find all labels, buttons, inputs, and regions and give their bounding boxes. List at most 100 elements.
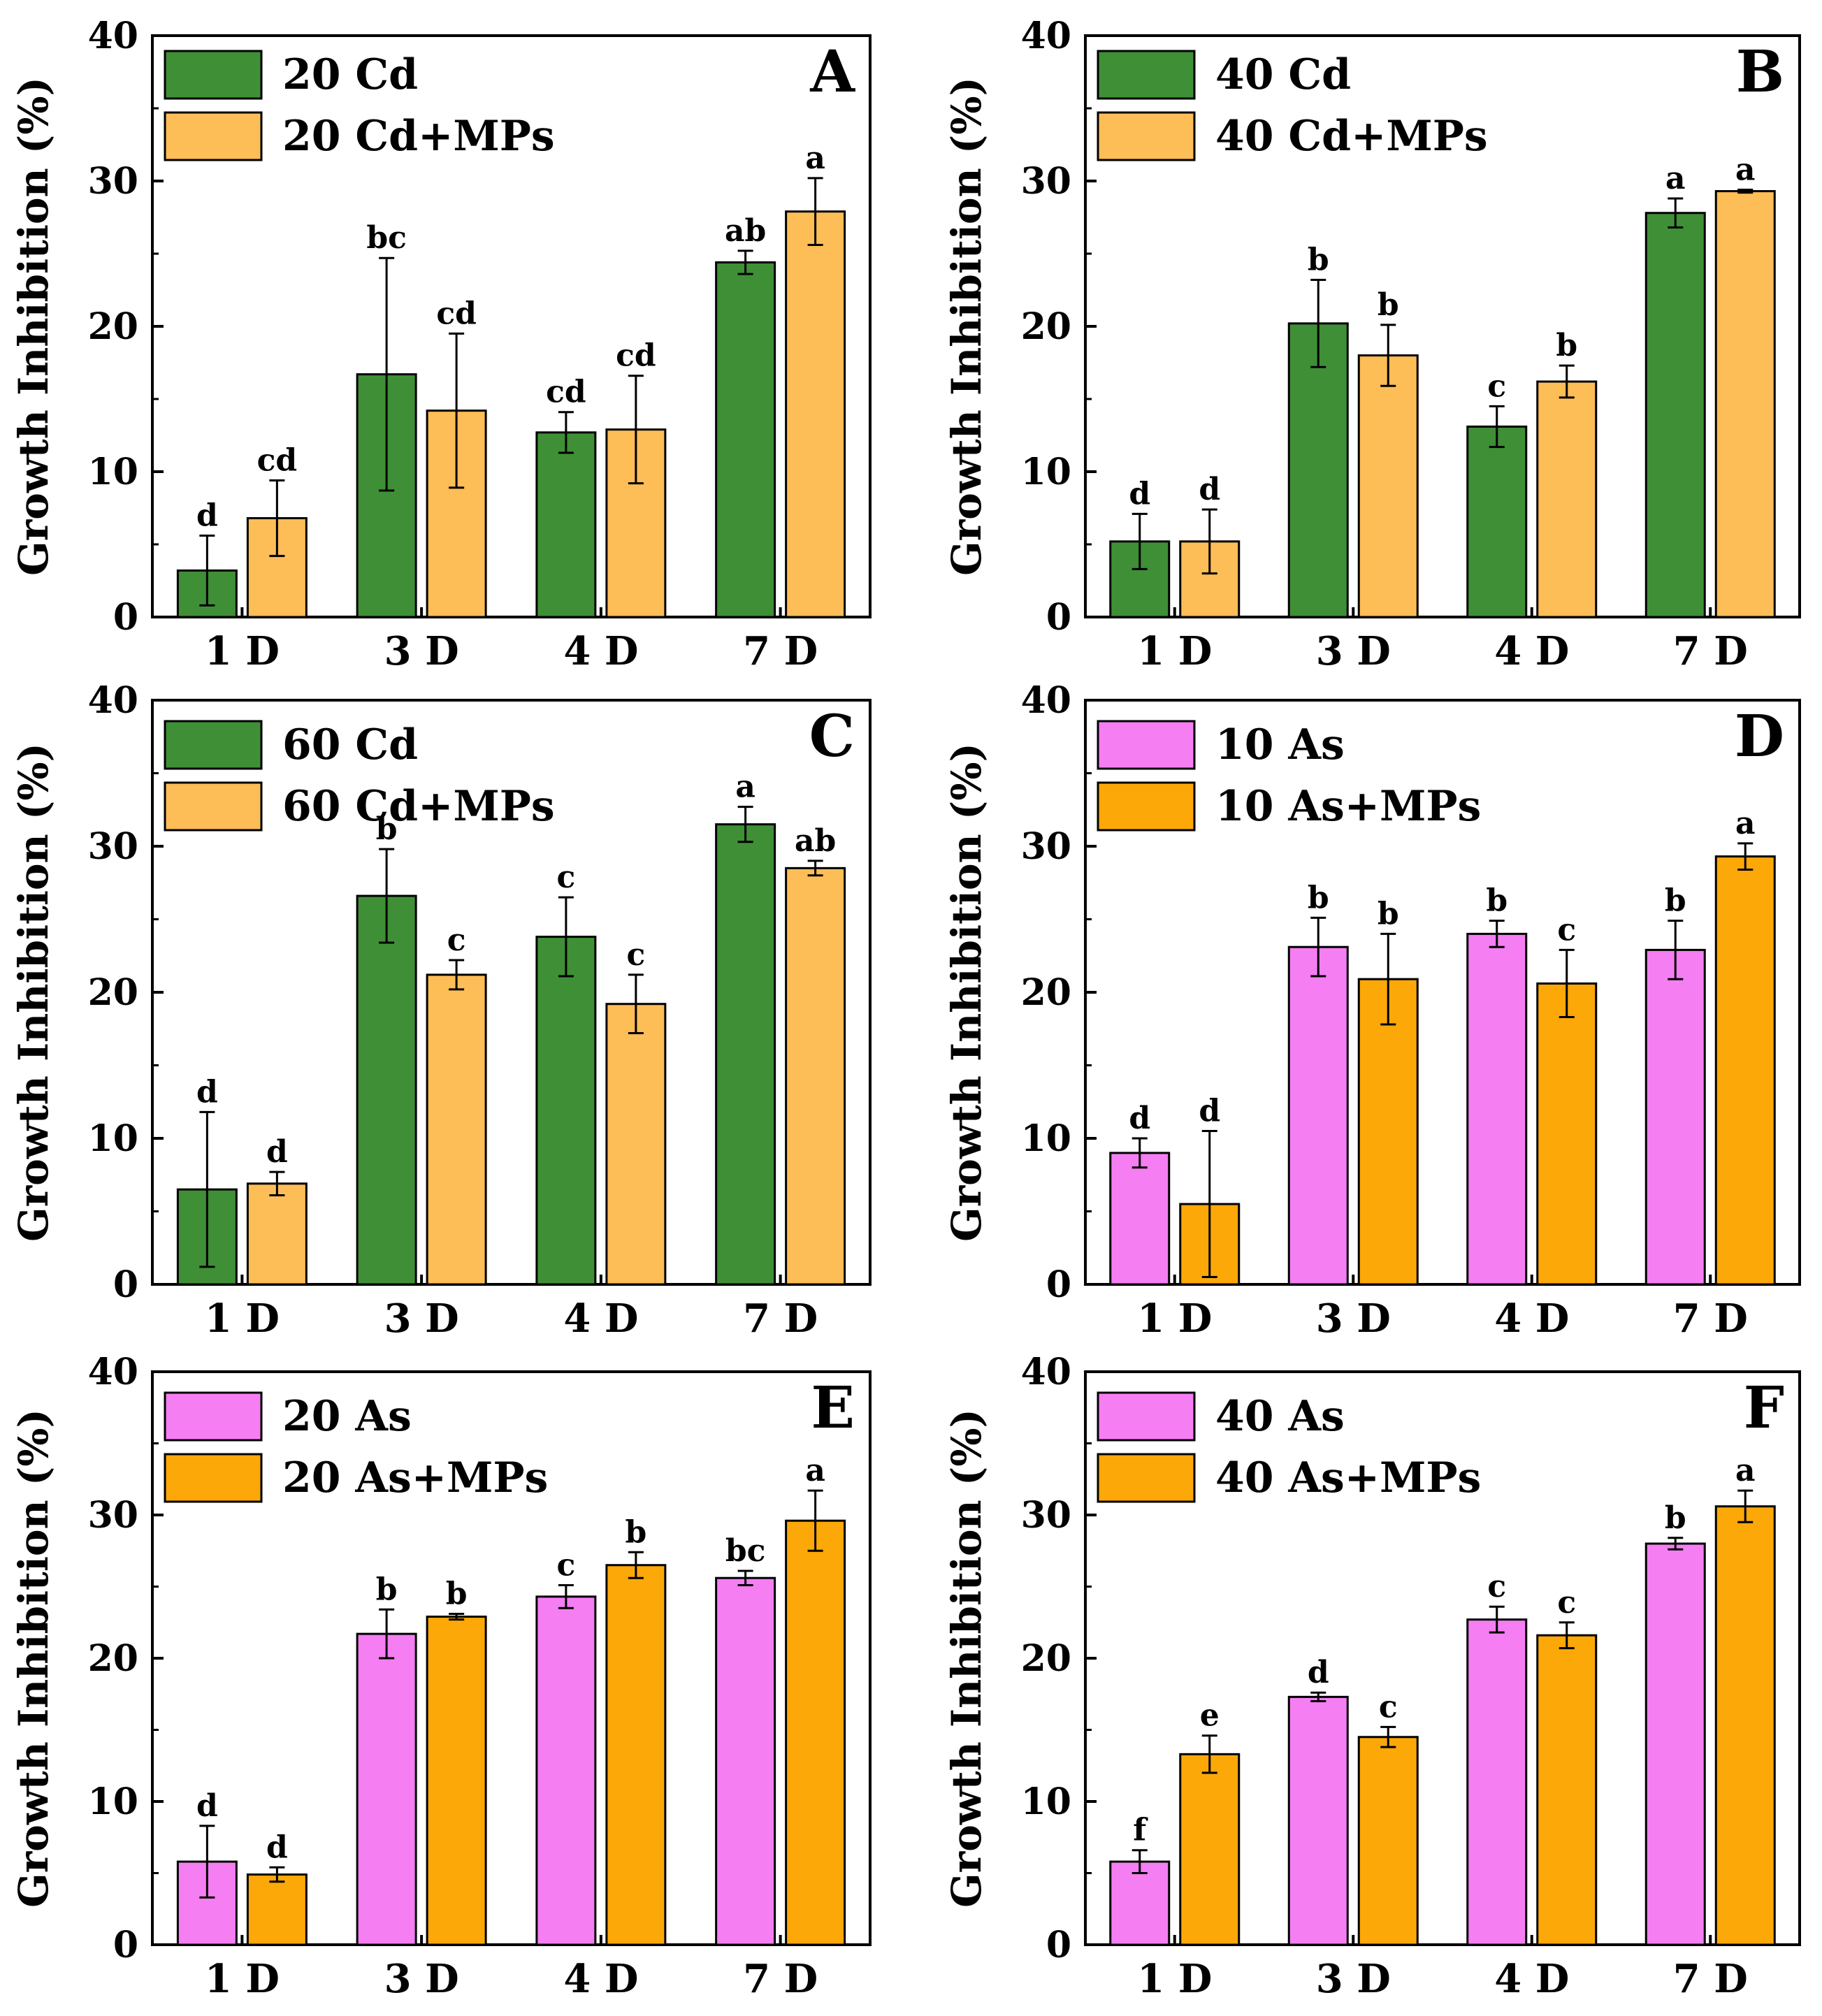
bar xyxy=(1287,1695,1349,1946)
significance-letter: d xyxy=(1129,1101,1150,1136)
significance-letter: b xyxy=(625,1514,646,1550)
significance-letter: b xyxy=(1378,287,1399,323)
y-tick-label: 20 xyxy=(88,1637,138,1680)
legend-label: 40 Cd+MPs xyxy=(1215,112,1488,161)
significance-letter: c xyxy=(556,860,575,895)
bar xyxy=(785,866,846,1286)
x-tick-label: 7 D xyxy=(1673,1956,1748,2002)
legend-swatch xyxy=(1097,781,1196,832)
significance-letter: d xyxy=(1199,472,1220,507)
legend-label: 40 As xyxy=(1215,1392,1345,1441)
bar xyxy=(1644,948,1706,1286)
y-tick-label: 40 xyxy=(88,1351,138,1393)
bar xyxy=(715,1576,776,1946)
bar xyxy=(1536,1634,1598,1946)
significance-letter: c xyxy=(1379,1689,1398,1725)
legend-label: 60 Cd xyxy=(282,720,418,769)
legend-swatch xyxy=(1097,111,1196,161)
bar xyxy=(1179,1753,1241,1946)
significance-letter: b xyxy=(1665,883,1686,919)
legend-swatch xyxy=(164,1453,263,1503)
y-tick-label: 40 xyxy=(88,15,138,57)
y-tick-label: 40 xyxy=(1021,15,1071,57)
y-tick-label: 10 xyxy=(1021,451,1071,493)
legend-label: 10 As xyxy=(1215,720,1345,769)
y-tick-label: 20 xyxy=(1021,1637,1071,1680)
bar xyxy=(1466,1618,1528,1946)
bar xyxy=(1357,354,1419,618)
y-tick-label: 10 xyxy=(1021,1117,1071,1160)
significance-letter: d xyxy=(1199,1094,1220,1129)
bar xyxy=(1536,380,1598,618)
significance-letter: b xyxy=(376,1572,398,1607)
x-tick-label: 1 D xyxy=(205,1296,280,1342)
y-axis-label: Growth Inhibition (%) xyxy=(10,77,57,576)
significance-letter: d xyxy=(266,1134,288,1170)
bar xyxy=(535,936,597,1286)
panel-f: 0 10 20 30 40 Growth Inhibition (%) 1 D f e 3 D d c… xyxy=(943,1351,1801,2002)
panel-letter: C xyxy=(809,703,855,770)
significance-letter: b xyxy=(1378,896,1399,931)
x-tick-label: 4 D xyxy=(563,1296,638,1342)
bar xyxy=(246,1182,308,1286)
legend-swatch xyxy=(1097,1391,1196,1442)
legend-swatch xyxy=(1097,1453,1196,1503)
x-tick-label: 4 D xyxy=(1494,1296,1569,1342)
y-tick-label: 20 xyxy=(1021,971,1071,1014)
significance-letter: b xyxy=(1308,242,1329,277)
y-tick-label: 20 xyxy=(1021,305,1071,348)
significance-letter: a xyxy=(735,769,755,805)
y-tick-label: 20 xyxy=(88,971,138,1014)
y-tick-label: 30 xyxy=(88,1494,138,1537)
significance-letter: a xyxy=(805,1453,825,1488)
y-tick-label: 0 xyxy=(113,1263,138,1306)
panel-letter: A xyxy=(809,38,855,106)
significance-letter: d xyxy=(266,1829,288,1865)
legend-label: 10 As+MPs xyxy=(1215,782,1481,831)
bar xyxy=(246,517,308,618)
significance-letter: b xyxy=(376,811,398,847)
y-tick-label: 0 xyxy=(113,1924,138,1966)
bar xyxy=(1109,1860,1171,1946)
significance-letter: b xyxy=(1665,1500,1686,1536)
significance-letter: a xyxy=(1665,161,1686,196)
legend-swatch xyxy=(164,111,263,161)
panel-letter: E xyxy=(811,1375,855,1442)
x-tick-label: 7 D xyxy=(743,1296,818,1342)
y-tick-label: 30 xyxy=(88,160,138,203)
legend-swatch xyxy=(1097,720,1196,770)
significance-letter: bc xyxy=(725,1533,766,1569)
bar xyxy=(426,1616,487,1946)
y-tick-label: 10 xyxy=(88,1781,138,1823)
bar xyxy=(1714,190,1776,618)
y-tick-label: 0 xyxy=(1046,1924,1071,1966)
panel-d: 0 10 20 30 40 Growth Inhibition (%) 1 D d d 3 D b b… xyxy=(943,679,1801,1342)
x-tick-label: 3 D xyxy=(1316,628,1391,674)
significance-letter: b xyxy=(1556,328,1577,363)
legend-swatch xyxy=(164,720,263,770)
bar xyxy=(1466,932,1528,1286)
bar xyxy=(1466,426,1528,618)
significance-letter: f xyxy=(1133,1813,1148,1848)
x-tick-label: 4 D xyxy=(1494,628,1569,674)
x-tick-label: 3 D xyxy=(1316,1956,1391,2002)
significance-letter: ab xyxy=(795,823,836,859)
panel-b: 0 10 20 30 40 Growth Inhibition (%) 1 D d d 3 D b b… xyxy=(943,15,1801,674)
panel-e: 0 10 20 30 40 Growth Inhibition (%) 1 D d d 3 D b b… xyxy=(10,1351,872,2002)
legend-swatch xyxy=(164,1391,263,1442)
legend-label: 20 As xyxy=(282,1392,412,1441)
significance-letter: cd xyxy=(257,442,298,478)
significance-letter: b xyxy=(1486,883,1508,919)
legend-label: 20 As+MPs xyxy=(282,1453,548,1502)
bar xyxy=(246,1873,308,1946)
bar xyxy=(605,1003,667,1286)
y-tick-label: 30 xyxy=(1021,825,1071,868)
panel-a: 0 10 20 30 40 Growth Inhibition (%) 1 D d cd 3 D b… xyxy=(10,15,872,674)
bar xyxy=(715,261,776,618)
significance-letter: c xyxy=(1557,912,1576,948)
significance-letter: cd xyxy=(436,296,477,331)
y-tick-label: 10 xyxy=(88,451,138,493)
significance-letter: c xyxy=(556,1547,575,1583)
y-tick-label: 40 xyxy=(1021,1351,1071,1393)
